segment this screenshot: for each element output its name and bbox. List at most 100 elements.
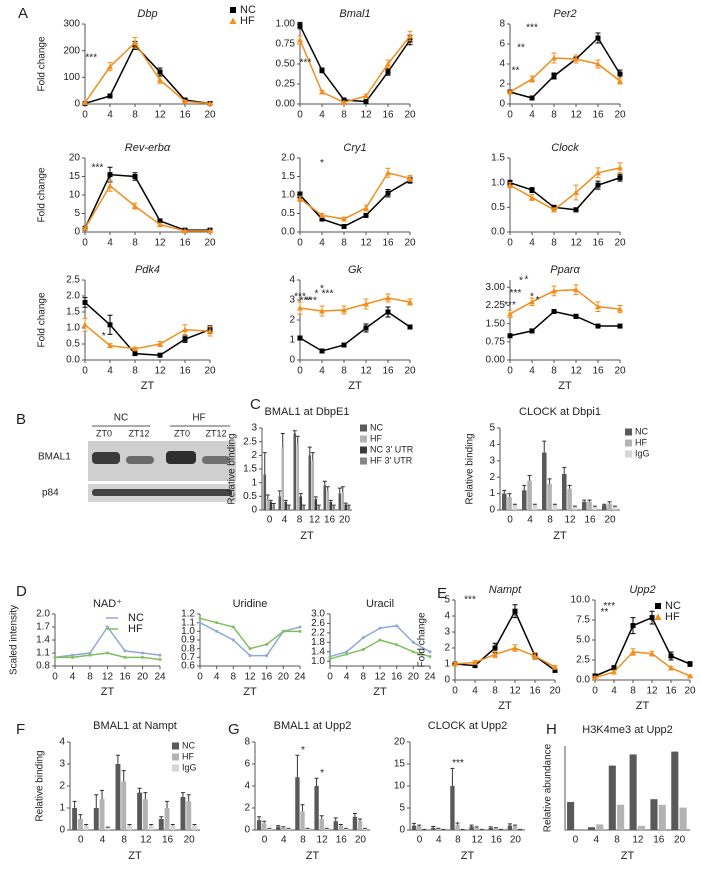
x-tick-label: 16 xyxy=(162,835,174,846)
y-tick-label: 0.0 xyxy=(281,227,295,238)
x-tick-label: 0 xyxy=(573,835,579,846)
marker xyxy=(297,195,303,202)
x-tick-label: 0 xyxy=(297,238,303,249)
bar xyxy=(512,505,518,510)
bar xyxy=(512,826,518,830)
y-tick-label: 2.25 xyxy=(486,300,506,311)
marker xyxy=(319,212,325,218)
y-tick-label: 0.0 xyxy=(491,227,505,238)
chart-title: BMAL1 at DbpE1 xyxy=(265,406,350,418)
bar xyxy=(77,819,83,830)
legend-swatch xyxy=(625,428,632,436)
marker xyxy=(328,657,332,661)
legend-swatch xyxy=(172,753,179,761)
error-bar xyxy=(170,824,175,826)
x-tick-label: 4 xyxy=(319,366,325,377)
bar xyxy=(532,505,538,510)
x-tick-label: 12 xyxy=(509,686,521,697)
x-tick-label: 4 xyxy=(529,238,535,249)
x-tick-label: 4 xyxy=(593,835,599,846)
marker xyxy=(595,182,601,188)
marker xyxy=(552,667,558,673)
x-tick-label: 8 xyxy=(87,672,93,683)
y-tick-label: 4 xyxy=(489,439,495,450)
y-tick-label: 2 xyxy=(489,472,495,483)
marker xyxy=(551,55,557,61)
x-tick-label: 16 xyxy=(592,238,604,249)
series-line xyxy=(199,617,300,650)
marker xyxy=(428,655,432,659)
error-bar xyxy=(502,489,507,494)
marker xyxy=(182,98,188,104)
x-axis-label: ZT xyxy=(348,380,362,392)
x-tick-label: 4 xyxy=(107,366,113,377)
error-bar xyxy=(105,826,110,828)
legend-swatch xyxy=(655,603,661,609)
marker xyxy=(363,212,369,218)
y-tick-label: 0.0 xyxy=(66,355,80,366)
y-tick-label: 0 xyxy=(499,99,505,110)
series-line xyxy=(199,622,301,657)
y-tick-label: 1.8 xyxy=(311,637,325,648)
legend-label: IgG xyxy=(635,448,650,458)
x-tick-label: 12 xyxy=(360,110,372,121)
chart-title: Pdk4 xyxy=(135,264,160,276)
significance-label: ** xyxy=(517,43,525,54)
marker xyxy=(107,342,113,349)
y-axis-label: Relative binding xyxy=(35,750,46,821)
error-bar xyxy=(552,503,557,506)
bar xyxy=(507,496,512,510)
y-tick-label: 0.9 xyxy=(181,635,195,646)
y-tick-label: 4 xyxy=(244,781,250,792)
bar xyxy=(522,490,527,510)
series-line xyxy=(299,179,411,228)
error-bar xyxy=(532,503,537,506)
bar xyxy=(582,501,587,510)
chart-title: BMAL1 at Nampt xyxy=(93,720,177,732)
marker xyxy=(157,77,163,83)
x-axis-label: ZT xyxy=(243,686,257,698)
marker xyxy=(551,309,557,315)
y-tick-label: 2.0 xyxy=(281,153,295,164)
marker xyxy=(123,655,127,659)
error-bar xyxy=(143,792,148,800)
y-tick-label: 2 xyxy=(444,643,450,654)
marker xyxy=(617,306,623,312)
marker xyxy=(107,322,113,328)
x-tick-label: 12 xyxy=(564,515,576,526)
bar xyxy=(170,825,176,830)
marker xyxy=(341,342,347,348)
marker xyxy=(319,67,325,73)
x-tick-label: 12 xyxy=(154,238,166,249)
x-axis-label: ZT xyxy=(101,686,115,698)
marker xyxy=(231,638,235,642)
y-tick-label: 0.0 xyxy=(576,675,590,686)
marker xyxy=(617,323,623,329)
x-tick-label: 16 xyxy=(179,366,191,377)
marker xyxy=(385,190,391,196)
y-axis-label: Relative abundance xyxy=(543,743,554,832)
significance-label: ** xyxy=(601,607,609,618)
y-tick-label: 6 xyxy=(244,759,250,770)
error-bar xyxy=(286,504,291,506)
error-bar xyxy=(455,822,460,825)
y-axis-label: Fold change xyxy=(37,36,48,91)
bar xyxy=(493,828,499,830)
marker xyxy=(82,99,88,106)
x-tick-label: 8 xyxy=(551,366,557,377)
legend-swatch xyxy=(360,424,367,432)
marker xyxy=(611,669,617,675)
error-bar xyxy=(271,502,276,505)
error-bar xyxy=(567,484,572,489)
x-tick-label: 16 xyxy=(592,110,604,121)
chart-title: H3K4me3 at Upp2 xyxy=(582,724,673,736)
y-tick-label: 0 xyxy=(399,825,405,836)
x-axis-label: ZT xyxy=(553,530,567,542)
bar xyxy=(105,827,111,830)
marker xyxy=(182,227,188,234)
y-tick-label: 1.0 xyxy=(181,626,195,637)
blot-band xyxy=(92,489,232,496)
bar xyxy=(658,804,666,830)
